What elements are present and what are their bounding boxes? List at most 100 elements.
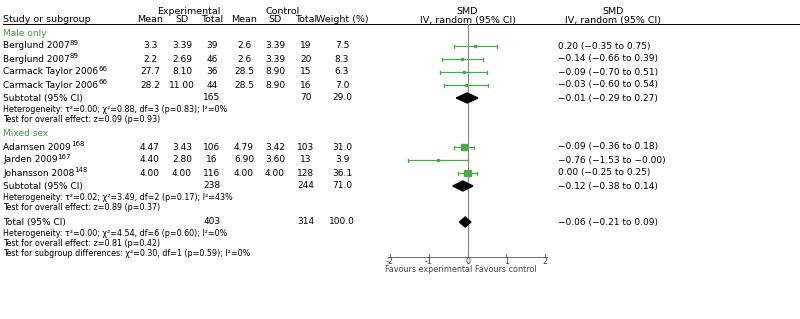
Text: 7.5: 7.5 (335, 41, 349, 50)
Text: SD: SD (175, 16, 189, 25)
Text: 2.69: 2.69 (172, 55, 192, 63)
Text: 165: 165 (203, 93, 221, 102)
Text: 36: 36 (206, 68, 218, 77)
Text: Male only: Male only (3, 28, 46, 38)
Text: Weight (%): Weight (%) (316, 16, 368, 25)
Text: 4.40: 4.40 (140, 155, 160, 165)
Text: Total: Total (295, 16, 317, 25)
Text: 4.47: 4.47 (140, 143, 160, 152)
Bar (465, 170, 470, 176)
Text: IV, random (95% CI): IV, random (95% CI) (565, 16, 661, 25)
Text: 3.39: 3.39 (172, 41, 192, 50)
Text: 0: 0 (465, 257, 470, 266)
Text: 244: 244 (298, 182, 314, 190)
Text: 8.90: 8.90 (265, 68, 285, 77)
Text: Total (95% CI): Total (95% CI) (3, 218, 66, 226)
Text: 3.42: 3.42 (265, 143, 285, 152)
Bar (474, 45, 476, 47)
Text: Mean: Mean (137, 16, 163, 25)
Text: Subtotal (95% CI): Subtotal (95% CI) (3, 93, 83, 102)
Text: Johansson 2008: Johansson 2008 (3, 168, 74, 177)
Text: 3.39: 3.39 (265, 55, 285, 63)
Text: Jarden 2009: Jarden 2009 (3, 155, 58, 165)
Text: Heterogeneity: τ²=0.00; χ²=4.54, df=6 (p=0.60); I²=0%: Heterogeneity: τ²=0.00; χ²=4.54, df=6 (p… (3, 229, 227, 239)
Text: −0.14 (−0.66 to 0.39): −0.14 (−0.66 to 0.39) (558, 55, 658, 63)
Text: 71.0: 71.0 (332, 182, 352, 190)
Text: Test for subgroup differences: χ²=0.30, df=1 (p=0.59); I²=0%: Test for subgroup differences: χ²=0.30, … (3, 249, 250, 258)
Text: 3.39: 3.39 (265, 41, 285, 50)
Text: 4.00: 4.00 (172, 168, 192, 177)
Text: Test for overall effect: z=0.09 (p=0.93): Test for overall effect: z=0.09 (p=0.93) (3, 115, 160, 124)
Text: 28.5: 28.5 (234, 80, 254, 90)
Text: Carmack Taylor 2006: Carmack Taylor 2006 (3, 80, 98, 90)
Text: 2.2: 2.2 (143, 55, 157, 63)
Text: 36.1: 36.1 (332, 168, 352, 177)
Text: Test for overall effect: z=0.89 (p=0.37): Test for overall effect: z=0.89 (p=0.37) (3, 204, 160, 212)
Text: 44: 44 (206, 80, 218, 90)
Text: 116: 116 (203, 168, 221, 177)
Text: 6.3: 6.3 (335, 68, 349, 77)
Text: 27.7: 27.7 (140, 68, 160, 77)
Text: 70: 70 (300, 93, 312, 102)
Text: −0.09 (−0.36 to 0.18): −0.09 (−0.36 to 0.18) (558, 143, 658, 152)
Polygon shape (456, 93, 478, 103)
Text: 8.90: 8.90 (265, 80, 285, 90)
Text: 167: 167 (58, 154, 71, 160)
Text: 3.43: 3.43 (172, 143, 192, 152)
Text: 13: 13 (300, 155, 312, 165)
Text: 128: 128 (298, 168, 314, 177)
Text: SMD: SMD (457, 6, 478, 16)
Text: 39: 39 (206, 41, 218, 50)
Text: SMD: SMD (602, 6, 624, 16)
Text: 11.00: 11.00 (169, 80, 195, 90)
Text: 8.3: 8.3 (335, 55, 349, 63)
Text: 4.00: 4.00 (140, 168, 160, 177)
Text: −0.06 (−0.21 to 0.09): −0.06 (−0.21 to 0.09) (558, 218, 658, 226)
Text: Test for overall effect: z=0.81 (p=0.42): Test for overall effect: z=0.81 (p=0.42) (3, 240, 160, 249)
Text: 46: 46 (206, 55, 218, 63)
Text: Study or subgroup: Study or subgroup (3, 16, 90, 25)
Text: 16: 16 (206, 155, 218, 165)
Text: Subtotal (95% CI): Subtotal (95% CI) (3, 182, 83, 190)
Text: 15: 15 (300, 68, 312, 77)
Text: 28.2: 28.2 (140, 80, 160, 90)
Polygon shape (459, 217, 471, 227)
Text: 100.0: 100.0 (329, 218, 355, 226)
Text: 403: 403 (203, 218, 221, 226)
Text: 2.80: 2.80 (172, 155, 192, 165)
Text: 2: 2 (542, 257, 547, 266)
Text: 168: 168 (70, 141, 84, 147)
Text: Berglund 2007: Berglund 2007 (3, 55, 70, 63)
Text: 106: 106 (203, 143, 221, 152)
Text: −0.01 (−0.29 to 0.27): −0.01 (−0.29 to 0.27) (558, 93, 658, 102)
Text: Heterogeneity: τ²=0.02; χ²=3.49, df=2 (p=0.17); I²=43%: Heterogeneity: τ²=0.02; χ²=3.49, df=2 (p… (3, 194, 233, 203)
Text: 7.0: 7.0 (335, 80, 349, 90)
Bar (463, 71, 465, 73)
Text: 3.3: 3.3 (143, 41, 157, 50)
Text: 3.9: 3.9 (335, 155, 349, 165)
Text: Control: Control (266, 6, 300, 16)
Text: 4.00: 4.00 (265, 168, 285, 177)
Text: Mean: Mean (231, 16, 257, 25)
Text: 1: 1 (504, 257, 509, 266)
Bar (461, 58, 463, 60)
Text: SD: SD (268, 16, 282, 25)
Text: 31.0: 31.0 (332, 143, 352, 152)
Text: −0.76 (−1.53 to −0.00): −0.76 (−1.53 to −0.00) (558, 155, 666, 165)
Text: 6.90: 6.90 (234, 155, 254, 165)
Text: 148: 148 (74, 167, 88, 173)
Text: 4.79: 4.79 (234, 143, 254, 152)
Text: 16: 16 (300, 80, 312, 90)
Text: 20: 20 (300, 55, 312, 63)
Text: 89: 89 (70, 53, 78, 59)
Bar (462, 145, 466, 150)
Text: 89: 89 (70, 40, 78, 46)
Text: 8.10: 8.10 (172, 68, 192, 77)
Text: IV, random (95% CI): IV, random (95% CI) (419, 16, 515, 25)
Text: 0.00 (−0.25 to 0.25): 0.00 (−0.25 to 0.25) (558, 168, 650, 177)
Bar (466, 84, 467, 86)
Text: 4.00: 4.00 (234, 168, 254, 177)
Text: Carmack Taylor 2006: Carmack Taylor 2006 (3, 68, 98, 77)
Text: −0.12 (−0.38 to 0.14): −0.12 (−0.38 to 0.14) (558, 182, 658, 190)
Text: Total: Total (201, 16, 223, 25)
